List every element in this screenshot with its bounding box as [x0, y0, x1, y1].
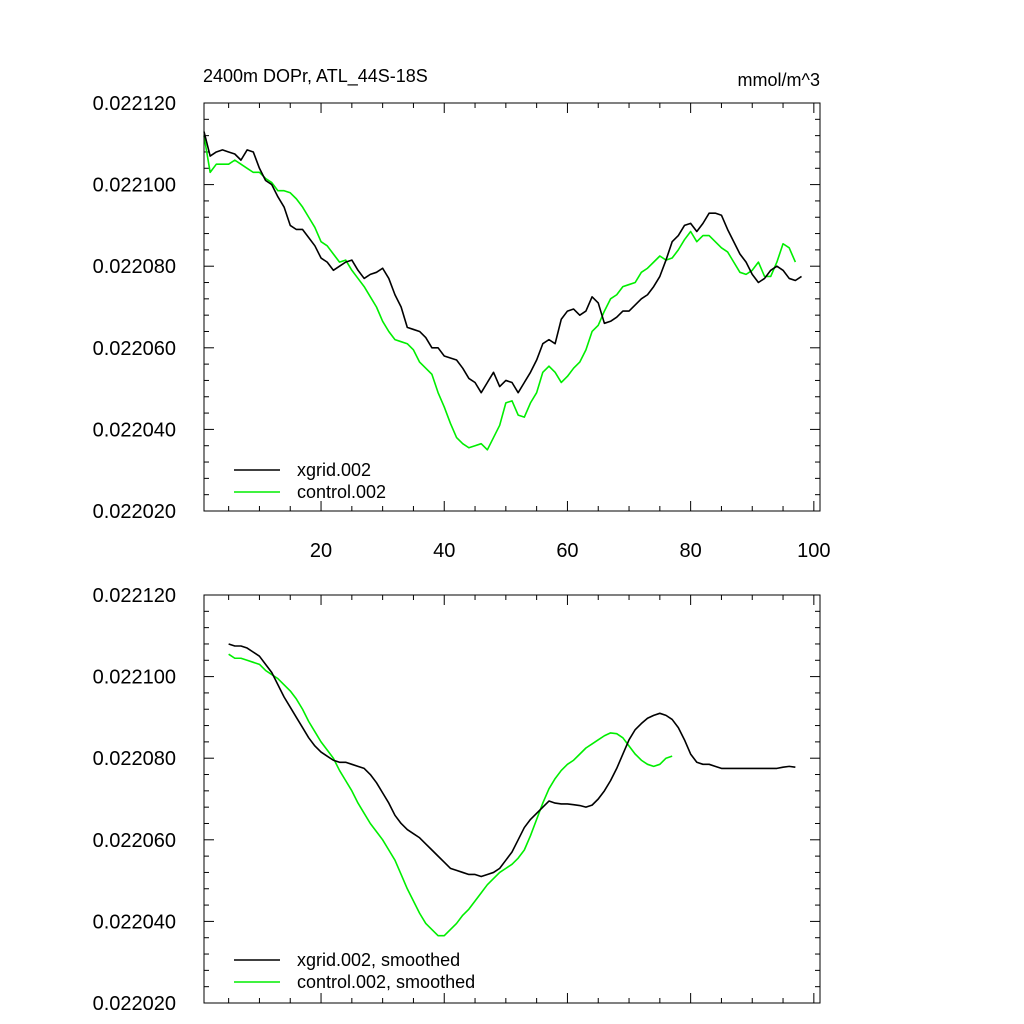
- top-panel-units: mmol/m^3: [738, 70, 820, 90]
- x-tick-label: 100: [797, 540, 830, 562]
- bottom-panel-legend: xgrid.002, smoothed control.002, smoothe…: [234, 950, 475, 992]
- series-line-control: [203, 135, 797, 451]
- bottom-panel-y-tick-labels: 0.022020 0.022040 0.022060 0.022080 0.022100…: [93, 585, 176, 1015]
- y-tick-label: 0.022080: [93, 748, 176, 770]
- top-panel-x-tick-labels: 20 40 60 80 100: [310, 540, 831, 562]
- y-tick-label: 0.022080: [93, 256, 176, 278]
- x-tick-label: 80: [680, 540, 702, 562]
- top-legend-label-control: control.002: [297, 482, 386, 502]
- bottom-legend-label-xgrid: xgrid.002, smoothed: [297, 950, 460, 970]
- x-tick-label: 60: [556, 540, 578, 562]
- y-tick-label: 0.022120: [93, 93, 176, 115]
- bottom-legend-label-control: control.002, smoothed: [297, 972, 475, 992]
- y-tick-label: 0.022040: [93, 419, 176, 441]
- y-tick-label: 0.022060: [93, 338, 176, 360]
- top-legend-label-xgrid: xgrid.002: [297, 460, 371, 480]
- top-panel: 2400m DOPr, ATL_44S-18S mmol/m^3 0.02202…: [93, 66, 831, 562]
- y-tick-label: 0.022040: [93, 911, 176, 933]
- y-tick-label: 0.022020: [93, 993, 176, 1015]
- series-line-control: [228, 653, 673, 937]
- top-panel-frame: [203, 102, 821, 512]
- x-tick-label: 20: [310, 540, 332, 562]
- x-tick-label: 40: [433, 540, 455, 562]
- top-panel-series: [203, 131, 802, 451]
- top-panel-ticks: [204, 102, 820, 512]
- y-tick-label: 0.022120: [93, 585, 176, 607]
- bottom-panel: 0.022020 0.022040 0.022060 0.022080 0.022100…: [93, 585, 821, 1015]
- y-tick-label: 0.022100: [93, 667, 176, 689]
- series-line-xgrid: [228, 643, 796, 878]
- top-panel-legend: xgrid.002 control.002: [234, 460, 386, 502]
- series-line-xgrid: [203, 131, 802, 394]
- y-tick-label: 0.022020: [93, 501, 176, 523]
- y-tick-label: 0.022060: [93, 830, 176, 852]
- y-tick-label: 0.022100: [93, 175, 176, 197]
- top-panel-title: 2400m DOPr, ATL_44S-18S: [203, 66, 428, 87]
- bottom-panel-frame: [203, 594, 821, 1004]
- bottom-panel-ticks: [204, 594, 820, 1004]
- top-panel-y-tick-labels: 0.022020 0.022040 0.022060 0.022080 0.022100…: [93, 93, 176, 523]
- bottom-panel-series: [228, 643, 796, 937]
